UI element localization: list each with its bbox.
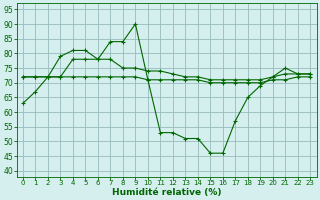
X-axis label: Humidité relative (%): Humidité relative (%) [112, 188, 221, 197]
